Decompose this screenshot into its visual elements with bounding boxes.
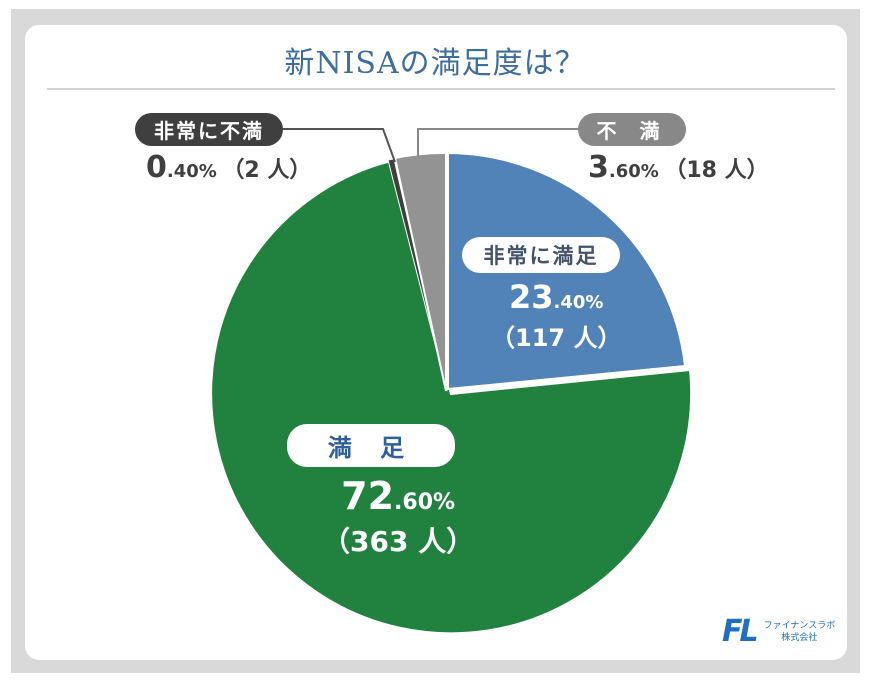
value-dissatisfied: 3.60% （18 人） [588,150,769,185]
label-satisfied: 満 足 [287,424,455,467]
count: （2 人） [222,158,312,183]
pct-dec: .60% [608,161,659,182]
count: （117 人） [491,324,622,352]
label-dissatisfied: 不 満 [578,113,686,146]
count: （18 人） [664,158,769,183]
logo-line2: 株式会社 [781,632,818,643]
pct-int: 72 [341,474,395,518]
logo-text: ファイナンスラボ 株式会社 [764,620,836,644]
slice-dissatisfied [393,151,447,392]
chart-title: 新NISAの満足度は？ [284,46,586,81]
slice-satisfied [210,159,693,635]
value-satisfied: 72.60% （363 人） [322,474,474,560]
pct-int: 3 [588,150,609,185]
logo-line1: ファイナンスラボ [763,620,836,631]
title-divider [47,88,835,90]
count: （363 人） [322,525,475,558]
pct-dec: .60% [394,490,456,515]
pct-dec: .40% [166,161,217,182]
logo-mark: FL [722,614,759,649]
pct-dec: .40% [553,292,604,313]
label-very-dissatisfied: 非常に不満 [135,113,283,146]
leader-line-dissatisfied [417,128,578,156]
value-very-satisfied: 23.40% （117 人） [491,278,621,353]
label-very-satisfied: 非常に満足 [462,237,620,273]
value-very-dissatisfied: 0.40% （2 人） [146,150,311,185]
pct-int: 23 [509,278,554,316]
pct-int: 0 [146,150,167,185]
leader-line-very-dissatisfied [283,128,396,163]
company-logo: FL ファイナンスラボ 株式会社 [722,614,835,649]
